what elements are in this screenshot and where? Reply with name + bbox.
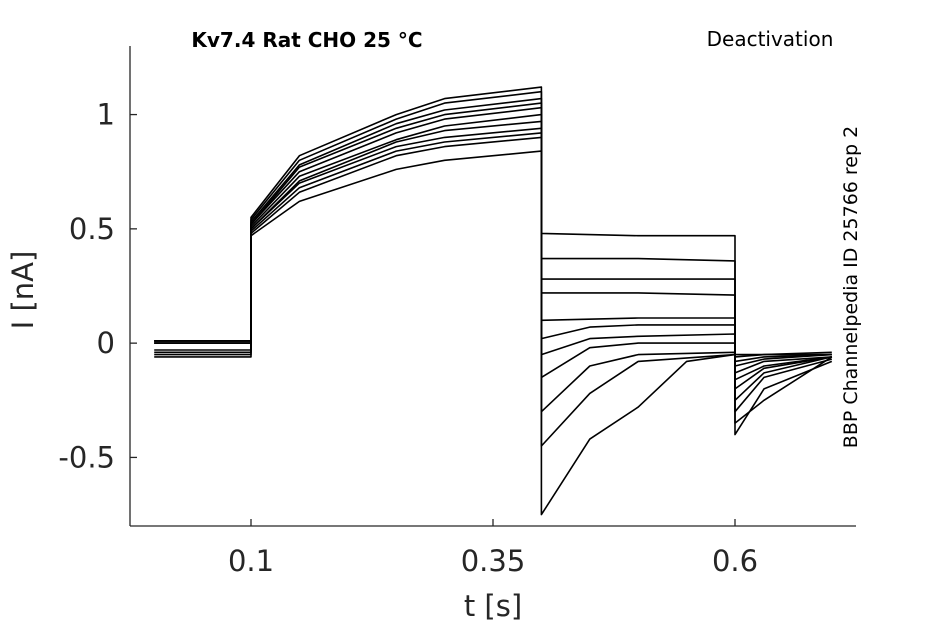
current-trace — [154, 106, 832, 390]
y-axis-ticks: -0.5 0 0.5 1 — [58, 98, 137, 474]
current-trace — [154, 97, 833, 413]
y-axis-label: I [nA] — [6, 251, 40, 330]
protocol-label: Deactivation — [707, 27, 834, 51]
current-trace — [154, 150, 832, 356]
current-traces — [154, 86, 833, 516]
current-trace — [154, 113, 832, 381]
x-tick-label: 0.1 — [228, 544, 274, 578]
chart-title: Kv7.4 Rat CHO 25 °C — [191, 28, 422, 52]
current-trace — [154, 132, 832, 363]
source-label: BBP Channelpedia ID 25766 rep 2 — [840, 126, 862, 448]
x-axis-label: t [s] — [464, 589, 522, 623]
y-tick-label: 1 — [97, 98, 115, 132]
x-axis-ticks: 0.1 0.35 0.6 — [228, 519, 758, 578]
current-trace — [154, 120, 832, 374]
y-tick-label: -0.5 — [58, 440, 115, 474]
current-trace — [154, 127, 832, 367]
x-tick-label: 0.35 — [461, 544, 526, 578]
current-trace — [154, 86, 833, 516]
plot-area: 0.1 0.35 0.6 -0.5 0 0.5 1 — [58, 46, 856, 578]
current-trace — [154, 90, 833, 447]
y-tick-label: 0.5 — [69, 212, 115, 246]
x-tick-label: 0.6 — [712, 544, 758, 578]
current-trace — [154, 136, 832, 358]
y-tick-label: 0 — [97, 326, 115, 360]
